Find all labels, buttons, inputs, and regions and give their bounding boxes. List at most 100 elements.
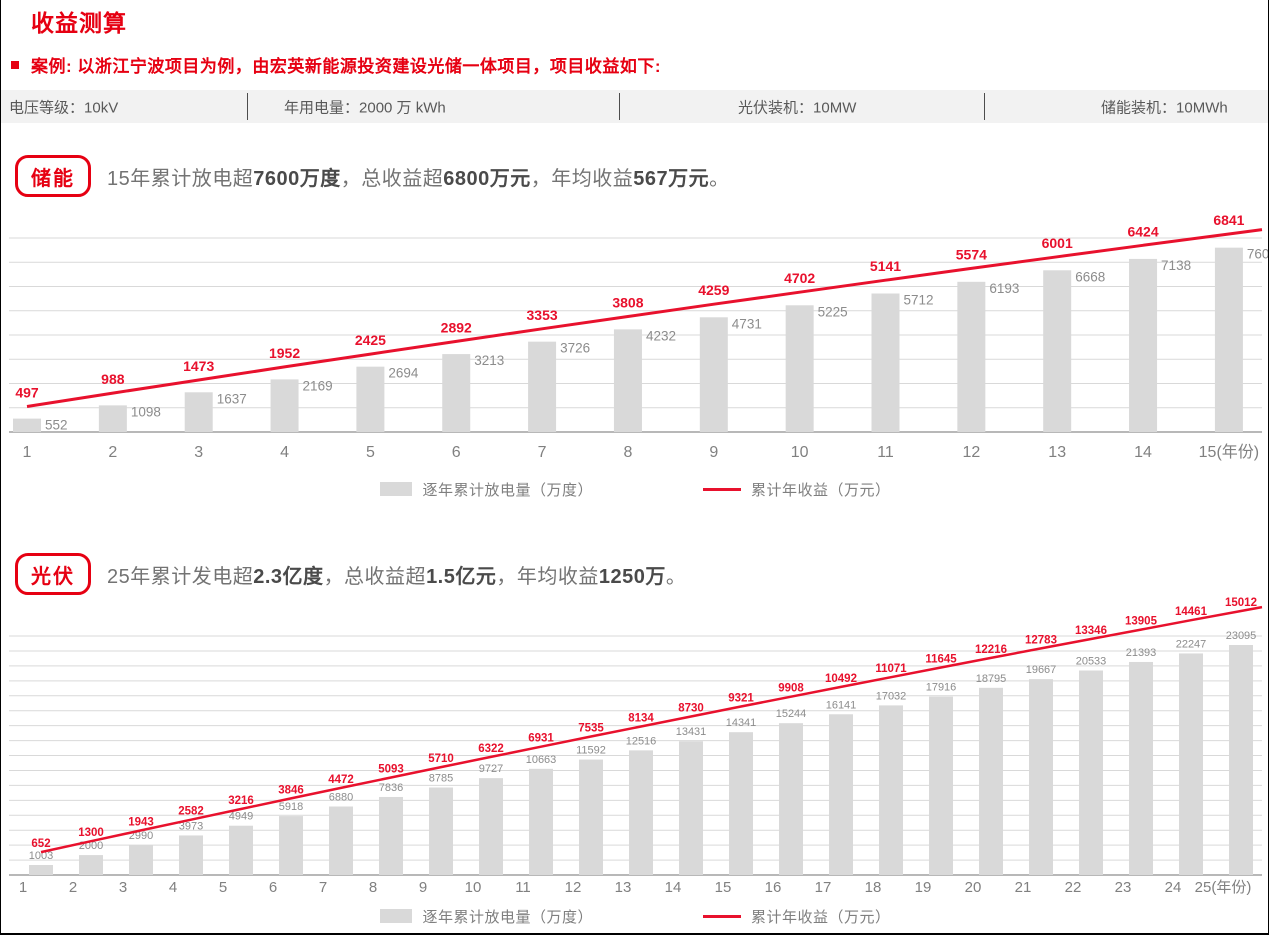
x-tick-label: 22 bbox=[1065, 879, 1082, 896]
line-value-label: 4472 bbox=[328, 774, 354, 786]
x-tick-label: 14 bbox=[665, 879, 682, 896]
x-tick-label: 16 bbox=[765, 879, 782, 896]
bar-value-label: 22247 bbox=[1176, 638, 1207, 650]
bar bbox=[379, 796, 403, 875]
bar bbox=[613, 329, 642, 432]
info-label: 光伏装机： bbox=[738, 99, 814, 116]
line-value-label: 5093 bbox=[378, 764, 404, 776]
x-tick-label: 1 bbox=[19, 879, 27, 896]
x-tick-label: 15(年份) bbox=[1199, 443, 1259, 461]
bar bbox=[529, 768, 553, 875]
bar-value-label: 20533 bbox=[1076, 656, 1107, 668]
x-tick-label: 10 bbox=[465, 879, 482, 896]
x-axis-labels: 1 2 3 4 5 6 7 8 9 10 11 12 13 14 15 16 17 18 19 20 21 22 23 24 2… bbox=[19, 879, 1252, 896]
bar-value-label: 552 bbox=[45, 418, 68, 433]
bar bbox=[629, 750, 653, 875]
bar bbox=[13, 418, 41, 432]
line-value-label: 14461 bbox=[1175, 606, 1208, 618]
legend-item-bar: 逐年累计放电量（万度） bbox=[380, 479, 593, 500]
bar-value-label: 6668 bbox=[1075, 269, 1105, 284]
line-value-label: 4702 bbox=[784, 270, 815, 286]
x-tick-label: 13 bbox=[1048, 444, 1066, 461]
legend-label: 逐年累计放电量（万度） bbox=[422, 908, 593, 926]
info-item-1: 年用电量：2000 万 kWh bbox=[284, 96, 446, 117]
desc-segment: 。 bbox=[709, 167, 730, 190]
line-value-label: 2425 bbox=[355, 332, 386, 348]
bar bbox=[442, 354, 471, 432]
x-tick-label: 3 bbox=[194, 444, 203, 461]
line-value-label: 497 bbox=[15, 384, 39, 400]
bar-value-labels: 552 1098 1637 2169 2694 3213 3726 4232 4731 5225 5… bbox=[45, 247, 1269, 433]
bar bbox=[528, 341, 557, 432]
bar-value-label: 13431 bbox=[676, 726, 707, 738]
bar bbox=[1129, 661, 1153, 875]
x-tick-label: 24 bbox=[1165, 879, 1182, 896]
x-tick-label: 25(年份) bbox=[1195, 879, 1252, 896]
bar-value-label: 6880 bbox=[329, 791, 353, 803]
x-tick-label: 4 bbox=[169, 879, 177, 896]
line-series bbox=[26, 228, 1263, 408]
bar bbox=[1179, 653, 1203, 875]
line-value-label: 6931 bbox=[528, 733, 554, 745]
x-tick-label: 3 bbox=[119, 879, 127, 896]
line-value-label: 2892 bbox=[441, 319, 472, 335]
bar bbox=[479, 778, 503, 875]
x-tick-label: 8 bbox=[369, 879, 377, 896]
bar-value-label: 17032 bbox=[876, 690, 907, 702]
bar bbox=[270, 379, 299, 432]
desc-segment: 6800万元 bbox=[443, 167, 531, 190]
info-divider bbox=[247, 93, 248, 120]
x-tick-label: 5 bbox=[219, 879, 227, 896]
line-value-label: 15012 bbox=[1225, 597, 1257, 609]
info-divider bbox=[984, 93, 985, 120]
x-tick-label: 7 bbox=[538, 444, 547, 461]
bar-series bbox=[13, 247, 1243, 432]
desc-segment: 1.5亿元 bbox=[426, 565, 497, 588]
x-tick-label: 9 bbox=[709, 444, 718, 461]
pv-chart: 1003200029903973494959186880783687859727… bbox=[9, 597, 1263, 896]
x-tick-label: 14 bbox=[1134, 444, 1152, 461]
line-value-label: 13905 bbox=[1125, 616, 1158, 628]
bar-value-label: 9727 bbox=[479, 763, 503, 775]
bar bbox=[879, 705, 903, 875]
info-item-2: 光伏装机：10MW bbox=[738, 96, 856, 117]
desc-segment: 25年累计发电超 bbox=[107, 565, 254, 588]
bar-value-label: 5918 bbox=[279, 801, 303, 813]
bar bbox=[785, 305, 814, 432]
bar-value-label: 10663 bbox=[526, 754, 557, 766]
bar-value-label: 8785 bbox=[429, 773, 453, 785]
line-value-label: 652 bbox=[31, 838, 50, 850]
storage-summary-text: 15年累计放电超7600万度，总收益超6800万元，年均收益567万元。 bbox=[107, 162, 730, 191]
bar bbox=[871, 293, 900, 432]
x-tick-label: 9 bbox=[419, 879, 427, 896]
line-value-labels: 652 1300 1943 2582 3216 3846 4472 5093 5710 6322 6… bbox=[31, 597, 1257, 850]
line-value-label: 2582 bbox=[178, 806, 204, 818]
x-tick-label: 18 bbox=[865, 879, 882, 896]
bar-value-label: 4232 bbox=[646, 328, 676, 343]
bar bbox=[679, 741, 703, 875]
bar bbox=[699, 317, 728, 432]
storage-chart-legend: 逐年累计放电量（万度） 累计年收益（万元） bbox=[1, 476, 1268, 502]
x-tick-label: 7 bbox=[319, 879, 327, 896]
info-value: 10kV bbox=[84, 99, 119, 116]
desc-segment: 2.3亿度 bbox=[253, 565, 324, 588]
desc-segment: 15年累计放电超 bbox=[107, 167, 254, 190]
bar bbox=[29, 865, 53, 875]
storage-badge: 储能 bbox=[15, 155, 91, 197]
bar bbox=[184, 392, 213, 432]
bullet-square-icon bbox=[11, 60, 19, 69]
bar-value-label: 1098 bbox=[131, 404, 161, 419]
storage-chart: 5521098163721692694321337264232473152255… bbox=[9, 212, 1269, 461]
x-tick-label: 10 bbox=[791, 444, 809, 461]
x-tick-label: 2 bbox=[108, 444, 117, 461]
bar-value-label: 2694 bbox=[388, 366, 419, 381]
bar-value-label: 7836 bbox=[379, 782, 403, 794]
bar-value-label: 3973 bbox=[179, 820, 203, 832]
desc-segment: 。 bbox=[665, 565, 687, 588]
bar-value-label: 1637 bbox=[217, 391, 247, 406]
bar-value-label: 19667 bbox=[1026, 664, 1057, 676]
line-value-label: 1952 bbox=[269, 345, 300, 361]
bar bbox=[179, 835, 203, 875]
legend-item-line: 累计年收益（万元） bbox=[703, 479, 891, 500]
